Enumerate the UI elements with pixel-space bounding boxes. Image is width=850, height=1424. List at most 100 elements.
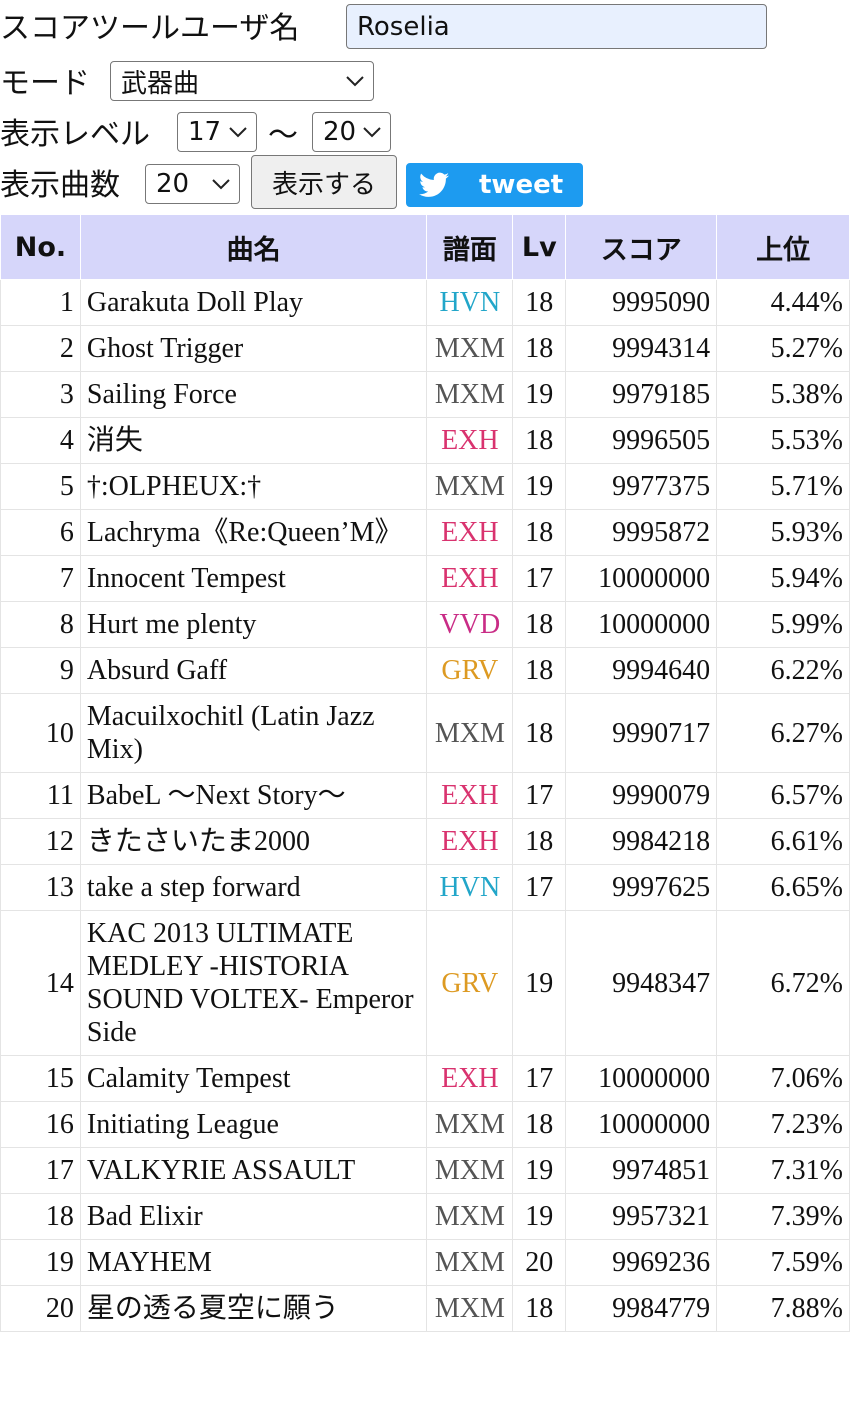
score: 10000000 [565, 555, 718, 602]
chart-difficulty: MXM [426, 693, 514, 773]
chart-difficulty: HVN [426, 279, 514, 326]
score-row: 17 VALKYRIE ASSAULT MXM 19 9974851 7.31% [0, 1147, 850, 1194]
score: 9997625 [565, 864, 718, 911]
percentile: 6.72% [716, 910, 850, 1056]
percentile: 6.65% [716, 864, 850, 911]
score: 10000000 [565, 1055, 718, 1102]
score-row: 2 Ghost Trigger MXM 18 9994314 5.27% [0, 325, 850, 372]
count-select[interactable]: 20 [145, 164, 240, 204]
level: 18 [512, 509, 567, 556]
score: 9994314 [565, 325, 718, 372]
score: 10000000 [565, 1101, 718, 1148]
tweet-button[interactable]: tweet [406, 163, 583, 207]
score: 9995090 [565, 279, 718, 326]
percentile: 7.88% [716, 1285, 850, 1332]
rank-number: 7 [0, 555, 81, 602]
percentile: 6.22% [716, 647, 850, 694]
score-row: 12 きたさいたま2000 EXH 18 9984218 6.61% [0, 818, 850, 865]
user-input[interactable]: Roselia [346, 4, 767, 49]
chevron [229, 127, 247, 138]
song-title: 星の透る夏空に願う [79, 1285, 428, 1332]
score-row: 8 Hurt me plenty VVD 18 10000000 5.99% [0, 601, 850, 648]
level-row: 表示レベル [0, 107, 150, 155]
score-table: No. 曲名 譜面 Lv スコア 上位 1 Garakuta Doll Play HVN 18 9… [0, 214, 850, 1332]
level: 17 [512, 772, 567, 819]
chart-difficulty: EXH [426, 818, 514, 865]
score-row: 10 Macuilxochitl (Latin Jazz Mix) MXM 18 999… [0, 693, 850, 773]
level-from-value: 17 [188, 117, 222, 147]
header-row: No. 曲名 譜面 Lv スコア 上位 [0, 214, 850, 280]
level-from-select[interactable]: 17 [177, 112, 257, 152]
percentile: 5.53% [716, 417, 850, 464]
chart-difficulty: MXM [426, 1285, 514, 1332]
table-body: 1 Garakuta Doll Play HVN 18 9995090 4.44% 2 Gho… [0, 279, 850, 1332]
score-row: 5 †:OLPHEUX:† MXM 19 9977375 5.71% [0, 463, 850, 510]
count-row: 表示曲数 [0, 158, 120, 206]
percentile: 6.27% [716, 693, 850, 773]
level: 18 [512, 325, 567, 372]
song-title: Garakuta Doll Play [79, 279, 428, 326]
level: 17 [512, 555, 567, 602]
chart-difficulty: GRV [426, 647, 514, 694]
rank-number: 3 [0, 371, 81, 418]
score-row: 11 BabeL ～Next Story～ EXH 17 9990079 6.57% [0, 772, 850, 819]
score-row: 19 MAYHEM MXM 20 9969236 7.59% [0, 1239, 850, 1286]
score-row: 1 Garakuta Doll Play HVN 18 9995090 4.44% [0, 279, 850, 326]
rank-number: 17 [0, 1147, 81, 1194]
percentile: 5.38% [716, 371, 850, 418]
percentile: 7.59% [716, 1239, 850, 1286]
column-header: 曲名 [79, 214, 428, 280]
user-label: スコアツールユーザ名 [0, 11, 300, 46]
level: 17 [512, 864, 567, 911]
level: 18 [512, 647, 567, 694]
submit-button[interactable]: 表示する [251, 155, 397, 209]
level-to-select[interactable]: 20 [312, 112, 391, 152]
score: 9979185 [565, 371, 718, 418]
chart-difficulty: HVN [426, 864, 514, 911]
score: 9996505 [565, 417, 718, 464]
score: 9990717 [565, 693, 718, 773]
song-title: VALKYRIE ASSAULT [79, 1147, 428, 1194]
percentile: 7.23% [716, 1101, 850, 1148]
song-title: MAYHEM [79, 1239, 428, 1286]
level: 20 [512, 1239, 567, 1286]
mode-row: モード [0, 56, 90, 104]
rank-number: 15 [0, 1055, 81, 1102]
bird-icon [419, 172, 449, 197]
chart-difficulty: GRV [426, 910, 514, 1056]
percentile: 6.61% [716, 818, 850, 865]
level: 18 [512, 417, 567, 464]
percentile: 6.57% [716, 772, 850, 819]
score: 9957321 [565, 1193, 718, 1240]
percentile: 7.39% [716, 1193, 850, 1240]
level: 18 [512, 818, 567, 865]
chart-difficulty: EXH [426, 1055, 514, 1102]
level: 19 [512, 463, 567, 510]
song-title: Bad Elixir [79, 1193, 428, 1240]
count-label: 表示曲数 [0, 168, 120, 203]
mode-select[interactable]: 武器曲 [110, 61, 374, 101]
level: 18 [512, 1285, 567, 1332]
rank-number: 13 [0, 864, 81, 911]
level: 19 [512, 1147, 567, 1194]
column-header: 上位 [716, 214, 850, 280]
score-row: 9 Absurd Gaff GRV 18 9994640 6.22% [0, 647, 850, 694]
level: 18 [512, 1101, 567, 1148]
song-title: Initiating League [79, 1101, 428, 1148]
mode-label: モード [0, 66, 90, 101]
rank-number: 18 [0, 1193, 81, 1240]
percentile: 5.94% [716, 555, 850, 602]
chart-difficulty: VVD [426, 601, 514, 648]
chart-difficulty: MXM [426, 1101, 514, 1148]
score: 9984218 [565, 818, 718, 865]
percentile: 4.44% [716, 279, 850, 326]
chart-difficulty: MXM [426, 1193, 514, 1240]
score: 9990079 [565, 772, 718, 819]
score-row: 6 Lachryma《Re:Queen’M》 EXH 18 9995872 5.93% [0, 509, 850, 556]
level-label: 表示レベル [0, 117, 150, 152]
rank-number: 1 [0, 279, 81, 326]
percentile: 5.99% [716, 601, 850, 648]
level: 18 [512, 693, 567, 773]
percentile: 7.06% [716, 1055, 850, 1102]
song-title: BabeL ～Next Story～ [79, 772, 428, 819]
